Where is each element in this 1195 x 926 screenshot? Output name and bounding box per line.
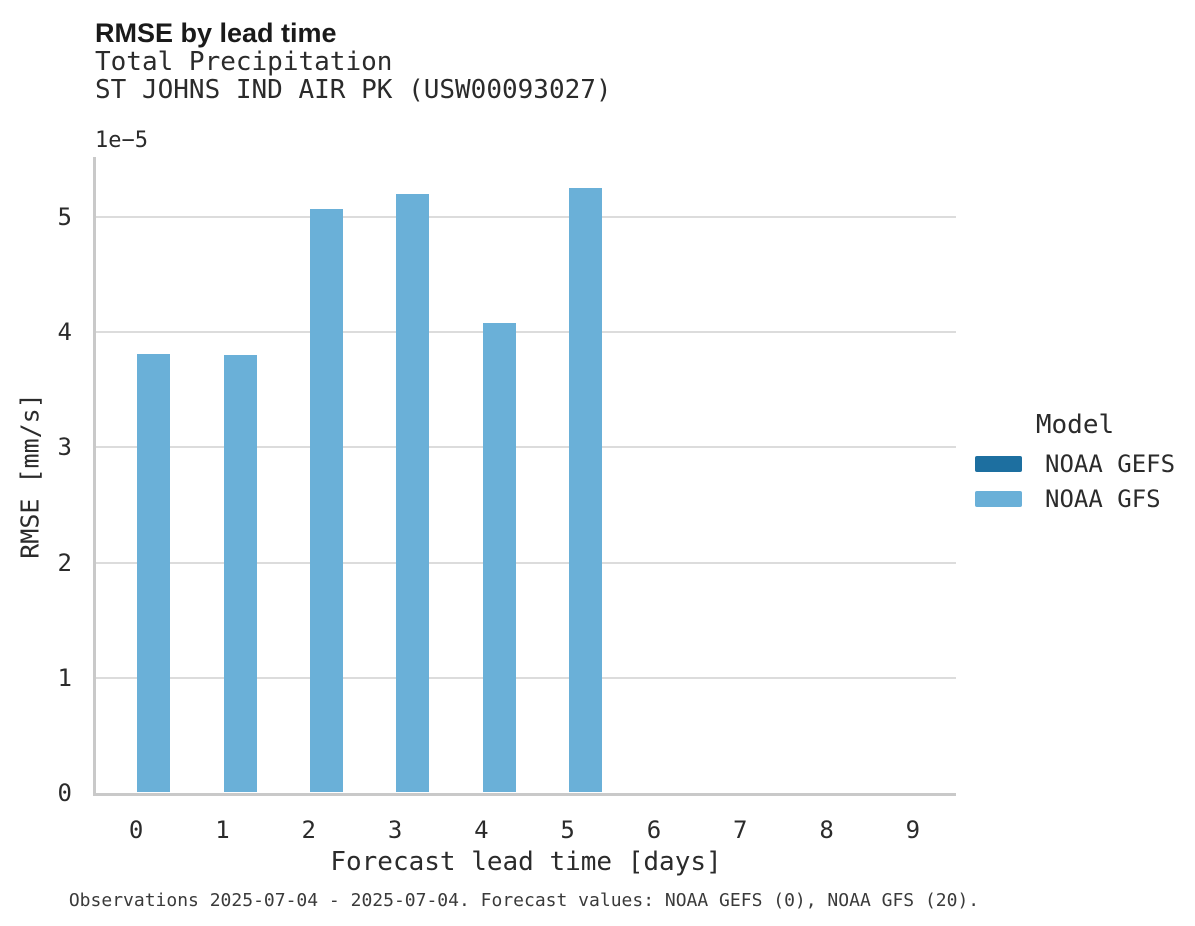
- y-tick-label-3: 3: [57, 433, 72, 462]
- y-axis-offset-label: 1e−5: [95, 128, 148, 153]
- legend-entries: NOAA GEFS NOAA GFS: [975, 446, 1175, 516]
- y-gridline: [93, 446, 956, 449]
- bar-noaa-gfs-lead-3: [396, 193, 430, 793]
- y-tick-label-1: 1: [57, 663, 72, 692]
- bar-noaa-gfs-lead-2: [309, 208, 343, 793]
- legend-swatch: [975, 490, 1022, 507]
- y-tick-label-0: 0: [57, 779, 72, 807]
- x-axis-spine: [93, 792, 956, 796]
- legend-label: NOAA GFS: [1045, 484, 1161, 513]
- footer-caption: Observations 2025-07-04 - 2025-07-04. Fo…: [68, 890, 980, 911]
- y-gridline: [93, 331, 956, 334]
- x-tick-label-4: 4: [474, 816, 489, 844]
- y-gridline: [93, 215, 956, 218]
- y-gridline: [93, 561, 956, 564]
- x-tick-label-5: 5: [560, 816, 575, 844]
- y-axis-spine: [93, 157, 96, 796]
- x-tick-label-6: 6: [646, 816, 662, 844]
- x-axis-label: Forecast lead time [days]: [330, 847, 722, 877]
- x-tick-label-9: 9: [905, 816, 921, 844]
- x-tick-label-0: 0: [128, 816, 144, 844]
- legend-title: Model: [1035, 410, 1115, 440]
- x-tick-label-2: 2: [301, 816, 316, 844]
- legend-label: NOAA GEFS: [1045, 449, 1176, 478]
- y-tick-label-2: 2: [57, 548, 72, 577]
- bar-noaa-gfs-lead-1: [223, 355, 257, 793]
- y-gridline: [93, 676, 956, 679]
- bar-noaa-gfs-lead-5: [568, 188, 602, 793]
- chart-subtitle-variable: Total Precipitation: [95, 47, 393, 77]
- x-tick-label-1: 1: [215, 816, 230, 844]
- y-tick-label-4: 4: [57, 318, 72, 347]
- legend-entry-noaa-gfs: NOAA GFS: [975, 481, 1175, 516]
- bar-noaa-gfs-lead-4: [482, 322, 516, 793]
- x-tick-label-7: 7: [733, 816, 748, 844]
- legend-swatch: [975, 455, 1022, 472]
- x-tick-label-8: 8: [819, 816, 834, 844]
- y-tick-label-5: 5: [57, 202, 72, 231]
- x-tick-label-3: 3: [387, 816, 403, 844]
- chart-subtitle-station: ST JOHNS IND AIR PK (USW00093027): [95, 75, 612, 105]
- bar-noaa-gfs-lead-0: [137, 354, 171, 793]
- y-axis-label: RMSE [mm/s]: [15, 393, 45, 559]
- legend-entry-noaa-gefs: NOAA GEFS: [975, 446, 1175, 481]
- chart-title: RMSE by lead time: [95, 18, 337, 48]
